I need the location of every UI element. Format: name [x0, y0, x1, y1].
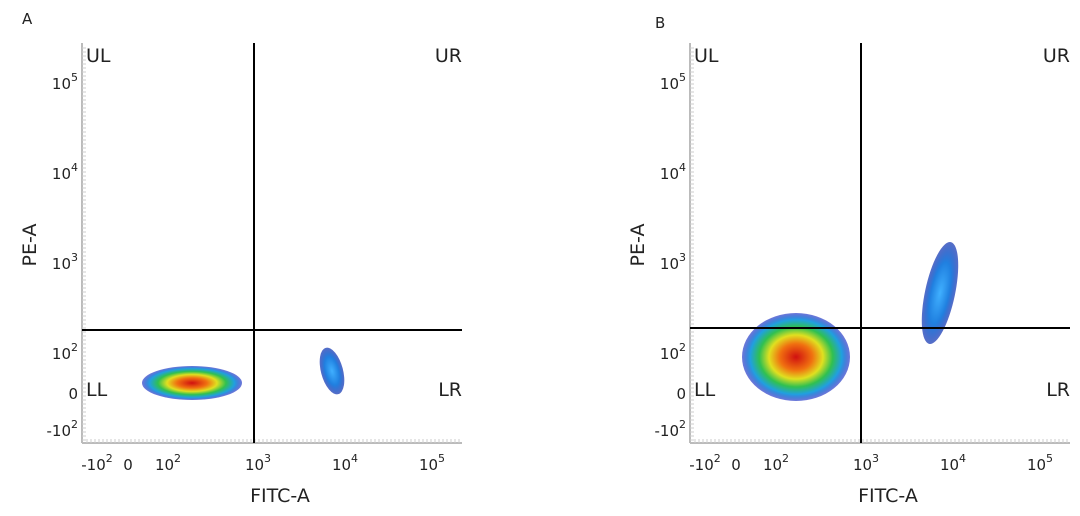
- tick-exp: 2: [106, 452, 113, 465]
- tick-exp: 4: [959, 452, 966, 465]
- tick-label: 103: [245, 452, 271, 474]
- tick-base: -10: [689, 456, 714, 474]
- tick-exp: 2: [782, 452, 789, 465]
- tick-base: 10: [332, 456, 351, 474]
- tick-exp: 5: [1046, 452, 1053, 465]
- tick-label: -102: [655, 418, 687, 440]
- tick-exp: 5: [71, 71, 78, 84]
- tick-base: 10: [52, 75, 71, 93]
- panel-label: B: [655, 14, 665, 32]
- tick-base: 10: [52, 255, 71, 273]
- tick-label: 104: [660, 161, 686, 183]
- tick-base: 10: [763, 456, 782, 474]
- quadrant-label: UL: [86, 45, 111, 67]
- tick-exp: 2: [174, 452, 181, 465]
- quadrant-label: UR: [435, 45, 462, 67]
- tick-exp: 4: [351, 452, 358, 465]
- tick-base: 10: [660, 255, 679, 273]
- y-axis-label: PE-A: [19, 224, 41, 267]
- tick-base: 10: [52, 345, 71, 363]
- quadrant-label: LL: [86, 379, 108, 401]
- tick-exp: 2: [71, 418, 78, 431]
- tick-exp: 2: [679, 341, 686, 354]
- tick-label: -102: [689, 452, 721, 474]
- tick-base: 10: [245, 456, 264, 474]
- population: [742, 313, 850, 401]
- tick-base: 0: [123, 456, 133, 474]
- tick-base: 10: [660, 165, 679, 183]
- tick-label: 102: [763, 452, 789, 474]
- panel-label: A: [22, 10, 33, 28]
- tick-label: 105: [660, 71, 686, 93]
- tick-base: 0: [731, 456, 741, 474]
- tick-base: 0: [676, 385, 686, 403]
- tick-base: 10: [660, 345, 679, 363]
- x-axis-label: FITC-A: [250, 485, 310, 507]
- tick-base: 10: [940, 456, 959, 474]
- quadrant-label: LR: [438, 379, 462, 401]
- tick-exp: 5: [679, 71, 686, 84]
- population: [142, 366, 242, 400]
- tick-label: 105: [1027, 452, 1053, 474]
- tick-base: 10: [1027, 456, 1046, 474]
- quadrant-label: UL: [694, 45, 719, 67]
- tick-exp: 5: [438, 452, 445, 465]
- tick-exp: 2: [71, 341, 78, 354]
- tick-exp: 3: [872, 452, 879, 465]
- tick-exp: 4: [71, 161, 78, 174]
- tick-base: 10: [660, 75, 679, 93]
- tick-exp: 3: [71, 251, 78, 264]
- tick-label: 0: [676, 385, 686, 403]
- tick-label: 104: [332, 452, 358, 474]
- tick-label: 102: [155, 452, 181, 474]
- tick-label: 105: [419, 452, 445, 474]
- quadrant-label: LL: [694, 379, 716, 401]
- tick-label: -102: [47, 418, 79, 440]
- tick-label: 104: [52, 161, 78, 183]
- tick-base: -10: [655, 422, 680, 440]
- tick-exp: 2: [714, 452, 721, 465]
- tick-label: 102: [660, 341, 686, 363]
- quadrant-label: UR: [1043, 45, 1070, 67]
- tick-base: -10: [81, 456, 106, 474]
- tick-base: 10: [853, 456, 872, 474]
- tick-label: 102: [52, 341, 78, 363]
- population: [319, 347, 345, 395]
- tick-label: 105: [52, 71, 78, 93]
- tick-label: 103: [660, 251, 686, 273]
- tick-exp: 3: [264, 452, 271, 465]
- tick-base: 10: [419, 456, 438, 474]
- tick-exp: 2: [679, 418, 686, 431]
- population: [921, 242, 959, 344]
- x-axis-label: FITC-A: [858, 485, 918, 507]
- tick-label: -102: [81, 452, 113, 474]
- tick-label: 0: [731, 456, 741, 474]
- tick-label: 0: [123, 456, 133, 474]
- tick-exp: 3: [679, 251, 686, 264]
- tick-label: 104: [940, 452, 966, 474]
- tick-base: 10: [52, 165, 71, 183]
- tick-label: 103: [853, 452, 879, 474]
- y-axis-label: PE-A: [627, 224, 649, 267]
- clouds: [142, 242, 959, 401]
- tick-base: -10: [47, 422, 72, 440]
- tick-base: 10: [155, 456, 174, 474]
- quadrant-label: LR: [1046, 379, 1070, 401]
- tick-label: 103: [52, 251, 78, 273]
- tick-label: 0: [68, 385, 78, 403]
- tick-base: 0: [68, 385, 78, 403]
- tick-exp: 4: [679, 161, 686, 174]
